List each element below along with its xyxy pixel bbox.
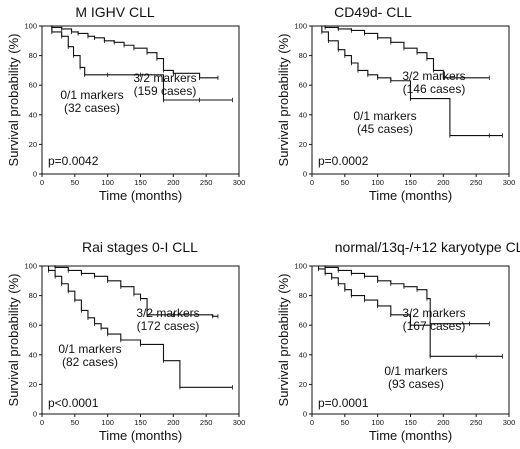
series-label: (167 cases) (403, 319, 466, 333)
y-tick-label: 100 (294, 262, 307, 271)
series-label: (146 cases) (403, 82, 466, 96)
y-tick-label: 60 (299, 321, 307, 330)
x-tick-label: 150 (134, 178, 147, 187)
x-tick-label: 0 (310, 418, 314, 427)
chart-panel-2: CD49d- CLL 0 50 100 150 200 250 300 0 20 40 60 80 100… (276, 4, 515, 203)
chart-panel-1: M IGHV CLL 0 50 100 150 200 250 300 0 20 40 60 80 100… (6, 4, 245, 203)
y-tick-label: 100 (24, 262, 37, 271)
series-label: (82 cases) (62, 355, 118, 369)
series-label: 0/1 markers (60, 88, 123, 102)
y-axis-label: Survival probability (%) (276, 34, 291, 167)
x-tick-label: 50 (71, 418, 79, 427)
series-label: 3/2 markers (402, 306, 465, 320)
x-tick-label: 250 (470, 418, 483, 427)
x-tick-label: 300 (233, 418, 246, 427)
series-label: (45 cases) (357, 122, 413, 136)
x-tick-label: 100 (371, 178, 384, 187)
y-tick-label: 40 (299, 350, 307, 359)
y-tick-label: 100 (294, 22, 307, 31)
y-tick-label: 20 (29, 140, 37, 149)
x-tick-label: 200 (167, 178, 180, 187)
x-tick-label: 250 (200, 418, 213, 427)
x-tick-label: 150 (404, 418, 417, 427)
x-tick-label: 0 (40, 418, 44, 427)
x-tick-label: 0 (40, 178, 44, 187)
plot-frame (311, 265, 510, 415)
x-tick-label: 200 (167, 418, 180, 427)
x-tick-label: 100 (101, 178, 114, 187)
y-tick-label: 0 (33, 410, 37, 419)
x-tick-label: 250 (470, 178, 483, 187)
p-value: p<0.0001 (48, 396, 99, 410)
x-tick-label: 100 (101, 418, 114, 427)
x-tick-label: 300 (503, 418, 516, 427)
x-axis-label: Time (months) (99, 428, 182, 443)
y-tick-label: 60 (299, 81, 307, 90)
y-tick-label: 60 (29, 321, 37, 330)
x-tick-label: 100 (371, 418, 384, 427)
x-tick-label: 0 (310, 178, 314, 187)
series-label: (32 cases) (64, 101, 120, 115)
series-label: 0/1 markers (384, 364, 447, 378)
y-tick-label: 0 (303, 410, 307, 419)
y-tick-label: 60 (29, 81, 37, 90)
y-tick-label: 100 (24, 22, 37, 31)
y-tick-label: 20 (299, 140, 307, 149)
km-curve-low-marker (42, 265, 233, 388)
y-tick-label: 80 (299, 51, 307, 60)
x-tick-label: 50 (341, 178, 349, 187)
y-tick-label: 40 (299, 110, 307, 119)
y-axis-label: Survival probability (%) (6, 34, 21, 167)
y-tick-label: 80 (299, 291, 307, 300)
p-value: p=0.0042 (48, 154, 99, 168)
x-tick-label: 150 (404, 178, 417, 187)
chart-title: M IGHV CLL (75, 4, 155, 20)
p-value: p=0.0001 (318, 396, 369, 410)
x-axis-label: Time (months) (369, 188, 452, 203)
x-axis-label: Time (months) (99, 188, 182, 203)
chart-title: Rai stages 0-I CLL (82, 239, 198, 255)
x-tick-label: 150 (134, 418, 147, 427)
y-tick-label: 20 (299, 380, 307, 389)
km-curve-low-marker (42, 25, 233, 101)
x-tick-label: 50 (341, 418, 349, 427)
y-tick-label: 20 (29, 380, 37, 389)
x-axis-label: Time (months) (369, 428, 452, 443)
series-label: (172 cases) (137, 319, 200, 333)
x-tick-label: 50 (71, 178, 79, 187)
y-axis-label: Survival probability (%) (6, 274, 21, 407)
x-tick-label: 300 (503, 178, 516, 187)
series-label: 3/2 markers (136, 306, 199, 320)
y-tick-label: 0 (33, 170, 37, 179)
x-tick-label: 200 (437, 178, 450, 187)
series-label: 3/2 markers (133, 71, 196, 85)
y-tick-label: 0 (303, 170, 307, 179)
y-tick-label: 80 (29, 51, 37, 60)
y-tick-label: 40 (29, 350, 37, 359)
y-axis-label: Survival probability (%) (276, 274, 291, 407)
chart-title: CD49d- CLL (334, 4, 412, 20)
x-tick-label: 300 (233, 178, 246, 187)
y-tick-label: 80 (29, 291, 37, 300)
p-value: p=0.0002 (318, 154, 369, 168)
chart-panel-4: normal/13q-/+12 karyotype CLL 0 50 100 150 20… (276, 239, 520, 443)
series-label: 0/1 markers (353, 109, 416, 123)
x-tick-label: 200 (437, 418, 450, 427)
x-tick-label: 250 (200, 178, 213, 187)
chart-title: normal/13q-/+12 karyotype CLL (335, 239, 520, 255)
y-tick-label: 40 (29, 110, 37, 119)
series-label: (159 cases) (134, 84, 197, 98)
series-label: 3/2 markers (402, 69, 465, 83)
series-label: (93 cases) (388, 377, 444, 391)
series-label: 0/1 markers (58, 342, 121, 356)
chart-panel-3: Rai stages 0-I CLL 0 50 100 150 200 250 300 0 20 4… (6, 239, 245, 443)
